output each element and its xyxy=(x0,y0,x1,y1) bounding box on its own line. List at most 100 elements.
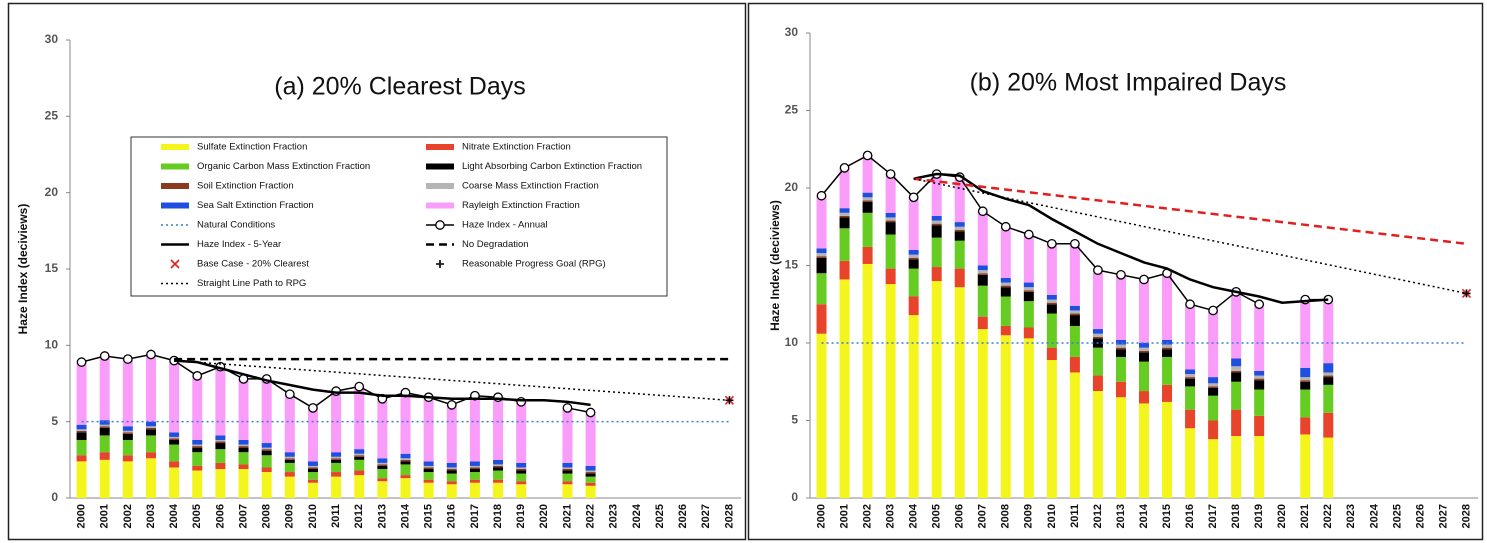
legend-swatch xyxy=(161,163,189,170)
bar-segment xyxy=(1115,356,1126,382)
bar-segment xyxy=(307,482,318,498)
y-tick-label: 25 xyxy=(785,103,799,117)
bar-segment xyxy=(1139,347,1149,351)
x-tick-label: 2024 xyxy=(1368,503,1380,528)
series-line xyxy=(913,172,1329,304)
bar-segment xyxy=(192,470,203,498)
bar-segment xyxy=(331,462,342,473)
x-tick-label: 2021 xyxy=(561,504,573,528)
bar-segment xyxy=(839,217,850,229)
bar-segment xyxy=(1185,386,1196,410)
bar-segment xyxy=(215,435,226,440)
bar-segment xyxy=(469,395,480,462)
bar-segment xyxy=(885,222,896,235)
bar-segment xyxy=(885,217,896,221)
bar-segment xyxy=(307,472,318,480)
legend-swatch xyxy=(161,144,189,150)
bar-segment xyxy=(1000,285,1011,288)
x-tick-label: 2001 xyxy=(99,504,111,528)
bar-segment xyxy=(76,424,87,430)
bar-segment xyxy=(1323,377,1334,385)
x-tick-label: 2022 xyxy=(585,504,597,528)
bar-segment xyxy=(908,315,919,498)
bar-segment xyxy=(1115,349,1126,357)
x-tick-label: 2021 xyxy=(1299,504,1311,528)
bar-segment xyxy=(562,481,573,485)
bar-segment xyxy=(1046,243,1057,295)
bar-segment xyxy=(954,268,965,288)
bar-segment xyxy=(862,192,873,198)
x-tick-label: 2014 xyxy=(1138,503,1150,528)
x-tick-label: 2000 xyxy=(815,504,827,528)
x-tick-label: 2028 xyxy=(723,504,735,528)
bar-segment xyxy=(215,441,226,444)
bar-segment xyxy=(446,468,457,471)
bar-segment xyxy=(99,356,110,421)
bar-segment xyxy=(400,478,411,498)
bar-segment xyxy=(1092,329,1103,334)
bar-segment xyxy=(562,484,573,498)
bar-segment xyxy=(377,468,388,479)
x-tick-label: 2003 xyxy=(885,504,897,528)
bar-segment xyxy=(1162,344,1173,348)
bar-segment xyxy=(446,484,457,498)
y-tick-label: 10 xyxy=(45,338,59,352)
bar-segment xyxy=(145,458,156,498)
bar-segment xyxy=(1046,304,1057,314)
bar-segment xyxy=(977,274,988,286)
bar-segment xyxy=(284,458,295,460)
bar-segment xyxy=(307,479,318,483)
bar-segment xyxy=(169,467,180,498)
bar-segment xyxy=(931,220,942,224)
bar-segment xyxy=(99,420,110,425)
bar-segment xyxy=(99,424,110,427)
bar-segment xyxy=(885,268,896,285)
bar-segment xyxy=(1300,381,1311,390)
bar-segment xyxy=(1208,420,1219,440)
bar-segment xyxy=(377,458,388,463)
bar-segment xyxy=(1300,434,1311,498)
bar-segment xyxy=(192,446,203,448)
bar-segment xyxy=(122,359,133,427)
x-tick-label: 2008 xyxy=(261,504,273,528)
line-marker xyxy=(585,407,596,418)
bar-segment xyxy=(1185,428,1196,498)
bar-segment xyxy=(76,455,87,462)
bar-segment xyxy=(516,484,527,498)
legend-label: Straight Line Path to RPG xyxy=(197,278,306,289)
bar-segment xyxy=(215,449,226,463)
bar-segment xyxy=(908,254,919,258)
bar-segment xyxy=(954,177,965,223)
line-marker xyxy=(1093,265,1103,275)
bar-segment xyxy=(99,435,110,453)
bar-segment xyxy=(493,467,504,471)
x-tick-label: 2009 xyxy=(1023,504,1035,528)
bar-segment xyxy=(284,462,295,473)
bar-segment xyxy=(122,430,133,433)
bar-segment xyxy=(493,482,504,498)
bar-segment xyxy=(908,259,919,269)
bar-segment xyxy=(331,459,342,463)
bar-segment xyxy=(261,449,272,451)
bar-segment xyxy=(261,447,272,450)
x-tick-label: 2004 xyxy=(908,503,920,528)
bar-segment xyxy=(954,226,965,230)
x-tick-label: 2020 xyxy=(1276,504,1288,528)
bar-segment xyxy=(122,432,133,434)
y-tick-label: 20 xyxy=(785,180,799,194)
x-tick-label: 2012 xyxy=(1092,504,1104,528)
bar-segment xyxy=(816,253,827,257)
bar-segment xyxy=(215,366,226,436)
bar-segment xyxy=(76,461,87,498)
bar-segment xyxy=(1069,356,1080,373)
bar-segment xyxy=(469,467,480,469)
bar-segment xyxy=(816,257,827,274)
bar-segment xyxy=(1162,273,1173,340)
bar-segment xyxy=(1115,339,1126,345)
chart-title: (a) 20% Clearest Days xyxy=(274,73,525,101)
bar-segment xyxy=(954,240,965,269)
bar-segment xyxy=(261,450,272,456)
bar-segment xyxy=(145,452,156,459)
legend-swatch xyxy=(426,144,454,150)
